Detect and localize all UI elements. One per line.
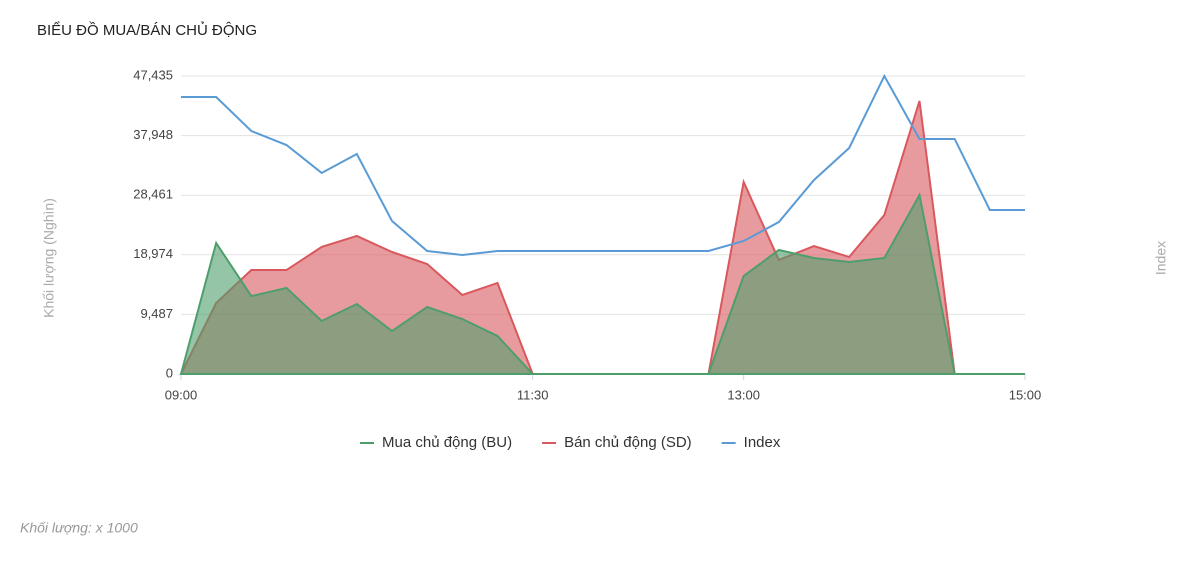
legend-label: Index bbox=[744, 434, 781, 451]
y-tick-label: 18,974 bbox=[133, 246, 173, 261]
x-tick-label: 13:00 bbox=[727, 387, 760, 402]
footnote: Khối lượng: x 1000 bbox=[20, 520, 138, 536]
x-tick-label: 09:00 bbox=[165, 387, 198, 402]
area bbox=[179, 192, 1025, 375]
y-axis-label: Khối lượng (Nghìn) bbox=[41, 198, 57, 318]
y-tick-label: 0 bbox=[166, 365, 173, 380]
index-line bbox=[181, 73, 1025, 257]
y-tick-label: 28,461 bbox=[133, 187, 173, 202]
x-tick-label: 15:00 bbox=[1009, 387, 1042, 402]
y-tick-label: 9,487 bbox=[140, 306, 173, 321]
y2-axis-label: Index bbox=[1153, 241, 1169, 275]
y-tick-label: 47,435 bbox=[133, 67, 173, 82]
chart-title: BIỂU ĐỒ MUA/BÁN CHỦ ĐỘNG bbox=[37, 21, 257, 39]
y-tick-label: 37,948 bbox=[133, 127, 173, 142]
legend-label: Mua chủ động (BU) bbox=[382, 434, 512, 451]
legend-label: Bán chủ động (SD) bbox=[564, 434, 692, 451]
x-tick-label: 11:30 bbox=[517, 387, 549, 402]
